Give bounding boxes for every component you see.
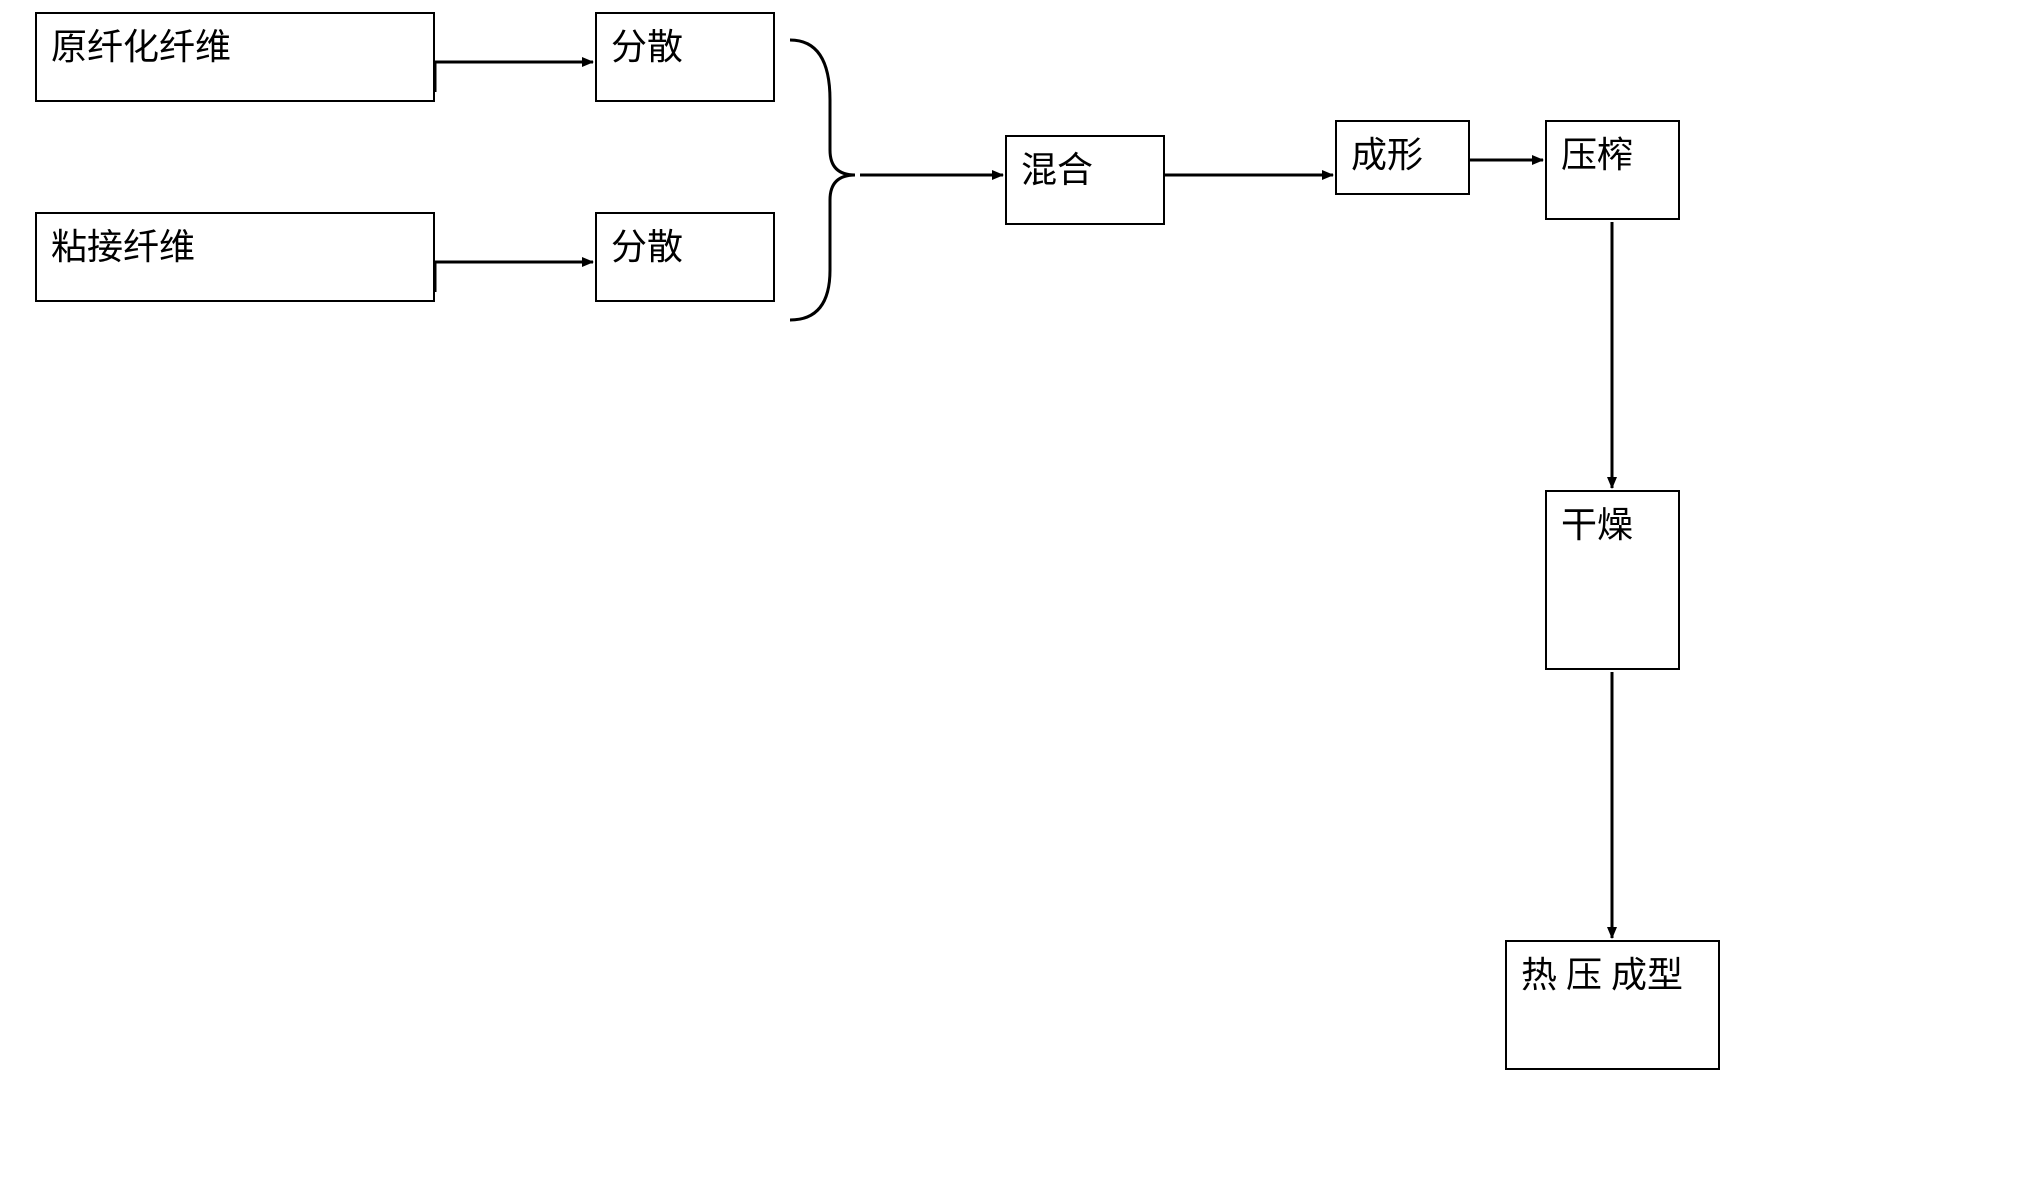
node-bonding-fiber: 粘接纤维: [35, 212, 435, 302]
node-label: 原纤化纤维: [51, 22, 231, 72]
node-disperse-top: 分散: [595, 12, 775, 102]
node-label: 热 压 成型: [1521, 950, 1683, 1000]
node-hot-press: 热 压 成型: [1505, 940, 1720, 1070]
node-label: 分散: [611, 222, 683, 272]
node-dry: 干燥: [1545, 490, 1680, 670]
node-fibrillated-fiber: 原纤化纤维: [35, 12, 435, 102]
node-form: 成形: [1335, 120, 1470, 195]
node-label: 干燥: [1561, 500, 1633, 550]
node-label: 压榨: [1561, 130, 1633, 180]
node-label: 分散: [611, 22, 683, 72]
node-disperse-bottom: 分散: [595, 212, 775, 302]
node-press: 压榨: [1545, 120, 1680, 220]
node-label: 混合: [1021, 145, 1093, 195]
node-mix: 混合: [1005, 135, 1165, 225]
node-label: 粘接纤维: [51, 222, 195, 272]
node-label: 成形: [1351, 130, 1423, 180]
